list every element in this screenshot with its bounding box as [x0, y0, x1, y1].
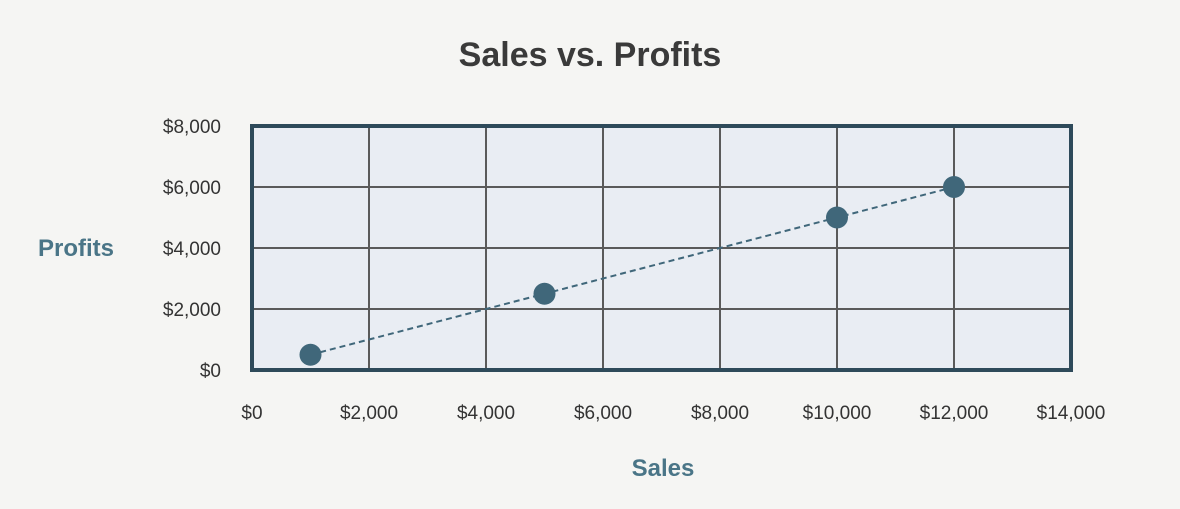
x-tick-label: $2,000	[340, 403, 398, 424]
y-tick-labels: $0 $2,000 $4,000 $6,000 $8,000	[163, 117, 221, 382]
x-tick-label: $8,000	[691, 403, 749, 424]
x-tick-label: $4,000	[457, 403, 515, 424]
data-point	[533, 282, 556, 305]
x-tick-labels: $0 $2,000 $4,000 $6,000 $8,000 $10,000 $12,000…	[241, 403, 1105, 424]
y-axis-label: Profits	[38, 235, 114, 262]
y-tick-label: $4,000	[163, 239, 221, 260]
y-tick-label: $8,000	[163, 117, 221, 138]
x-tick-label: $14,000	[1037, 403, 1106, 424]
y-tick-label: $6,000	[163, 178, 221, 199]
data-points	[299, 176, 965, 366]
x-tick-label: $0	[241, 403, 262, 424]
x-axis-label: Sales	[632, 455, 695, 482]
x-tick-label: $12,000	[920, 403, 989, 424]
plot-frame	[250, 124, 1073, 372]
series-line	[310, 186, 955, 356]
data-point	[826, 206, 848, 229]
y-tick-label: $0	[200, 361, 221, 382]
connector-lines	[310, 186, 955, 356]
x-tick-label: $6,000	[574, 403, 632, 424]
y-tick-label: $2,000	[163, 300, 221, 321]
data-point	[943, 176, 965, 198]
data-point	[299, 343, 322, 366]
chart-title: Sales vs. Profits	[459, 36, 722, 74]
x-tick-label: $10,000	[803, 403, 872, 424]
grid-lines	[252, 126, 1071, 370]
